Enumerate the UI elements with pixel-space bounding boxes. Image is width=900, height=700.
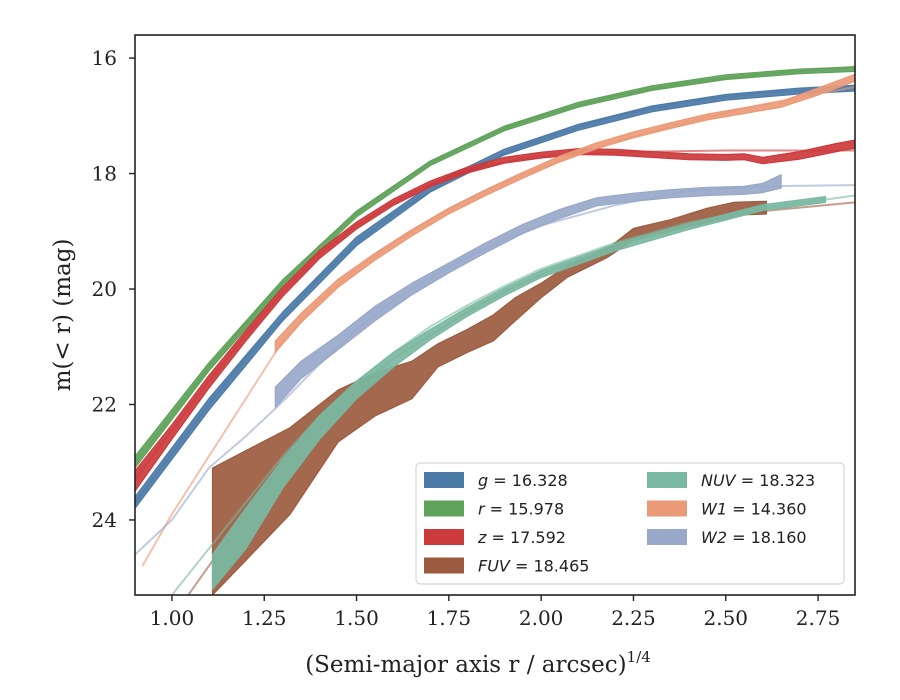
legend-swatch bbox=[424, 472, 464, 488]
series-g-band bbox=[135, 84, 855, 509]
x-axis-label-text: (Semi-major axis r / arcsec) bbox=[305, 652, 626, 678]
x-tick-label: 2.50 bbox=[704, 606, 749, 630]
legend-label: NUV = 18.323 bbox=[701, 471, 815, 490]
series-w2-band bbox=[274, 174, 782, 408]
legend-label: r = 15.978 bbox=[478, 500, 564, 519]
legend-swatch bbox=[424, 529, 464, 545]
legend-item-w2: W2 = 18.160 bbox=[647, 528, 807, 547]
plot-series bbox=[135, 65, 855, 595]
legend-swatch bbox=[424, 557, 464, 574]
plot-frame bbox=[134, 34, 856, 596]
series-r bbox=[135, 65, 855, 469]
x-tick-label: 2.25 bbox=[611, 606, 656, 630]
series-w1 bbox=[141, 73, 855, 567]
legend-swatch bbox=[424, 500, 464, 517]
series-nuv bbox=[170, 194, 855, 595]
legend-swatch bbox=[647, 529, 687, 545]
legend-box bbox=[415, 462, 845, 585]
x-tick-label: 2.75 bbox=[796, 606, 841, 630]
legend-swatch bbox=[647, 500, 687, 517]
series-nuv-model-curve bbox=[170, 194, 855, 595]
x-axis-label-exponent: 1/4 bbox=[627, 648, 651, 666]
legend-label: W1 = 14.360 bbox=[701, 500, 807, 519]
x-tick-label: 1.00 bbox=[150, 606, 195, 630]
legend-item-g: g = 16.328 bbox=[424, 471, 568, 490]
legend-item-r: r = 15.978 bbox=[424, 500, 564, 519]
series-nuv-band bbox=[211, 196, 827, 590]
legend-item-z: z = 17.592 bbox=[424, 528, 566, 547]
series-z bbox=[135, 139, 855, 492]
series-w1-band bbox=[274, 73, 855, 354]
legend-item-w1: W1 = 14.360 bbox=[647, 500, 807, 519]
x-axis-ticks: 1.00 1.25 1.50 1.75 2.00 2.25 2.50 2.75 bbox=[150, 595, 841, 630]
legend-label: W2 = 18.160 bbox=[701, 528, 807, 547]
y-tick-label: 22 bbox=[92, 392, 117, 416]
y-tick-label: 20 bbox=[92, 277, 117, 301]
x-tick-label: 2.00 bbox=[519, 606, 564, 630]
x-tick-label: 1.25 bbox=[242, 606, 287, 630]
legend-swatch bbox=[647, 472, 687, 488]
series-r-band bbox=[135, 66, 855, 469]
y-axis-label: m(< r) (mag) bbox=[50, 239, 76, 392]
legend-item-nuv: NUV = 18.323 bbox=[647, 471, 815, 490]
series-w2 bbox=[135, 174, 855, 556]
series-z-band bbox=[135, 139, 855, 492]
legend-label: z = 17.592 bbox=[477, 528, 566, 547]
legend-label: g = 16.328 bbox=[478, 471, 568, 490]
y-tick-label: 24 bbox=[92, 508, 117, 532]
y-axis-ticks: 16 18 20 22 24 bbox=[92, 46, 135, 532]
x-tick-label: 1.75 bbox=[427, 606, 472, 630]
y-tick-label: 16 bbox=[92, 46, 117, 70]
legend: g = 16.328 r = 15.978 z = 17.592 FUV = 18.4… bbox=[415, 462, 845, 585]
y-tick-label: 18 bbox=[92, 162, 117, 186]
series-g bbox=[135, 84, 855, 509]
x-axis-label: (Semi-major axis r / arcsec)1/4 bbox=[305, 648, 651, 678]
series-fuv-band bbox=[211, 200, 768, 595]
legend-item-fuv: FUV = 18.465 bbox=[424, 557, 589, 576]
legend-label: FUV = 18.465 bbox=[478, 557, 589, 576]
x-tick-label: 1.50 bbox=[334, 606, 379, 630]
